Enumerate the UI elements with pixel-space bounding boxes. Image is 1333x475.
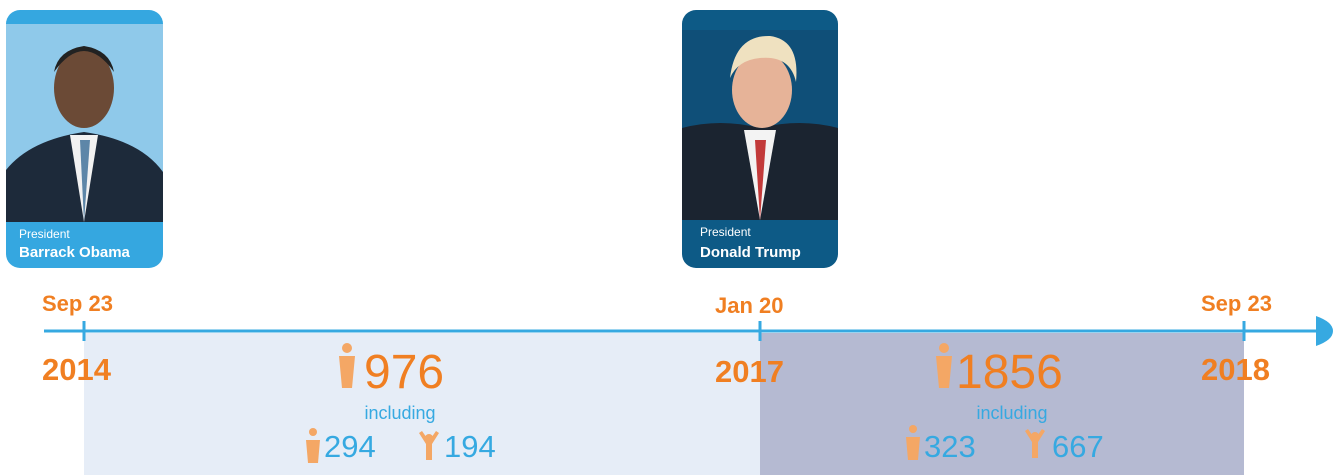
children-count: 194: [444, 429, 496, 464]
president-card: President Barrack Obama: [6, 10, 163, 268]
president-card: President Donald Trump: [682, 10, 838, 268]
children-count: 667: [1052, 429, 1104, 464]
date-year: 2014: [42, 352, 112, 387]
total-count: 1856: [956, 346, 1063, 399]
date-year: 2017: [715, 354, 784, 389]
total-count: 976: [364, 346, 444, 399]
president-role: President: [700, 225, 751, 239]
women-count: 323: [924, 429, 976, 464]
date-day: Sep 23: [42, 291, 113, 316]
including-label: including: [364, 403, 435, 423]
date-day: Jan 20: [715, 293, 784, 318]
timeline-arrow: [1316, 316, 1333, 346]
including-label: including: [976, 403, 1047, 423]
infographic: President Barrack Obama President Donald…: [0, 0, 1333, 475]
president-name: Barrack Obama: [19, 244, 131, 261]
date-year: 2018: [1201, 352, 1270, 387]
president-role: President: [19, 227, 70, 241]
date-day: Sep 23: [1201, 291, 1272, 316]
women-count: 294: [324, 429, 376, 464]
president-name: Donald Trump: [700, 244, 801, 261]
